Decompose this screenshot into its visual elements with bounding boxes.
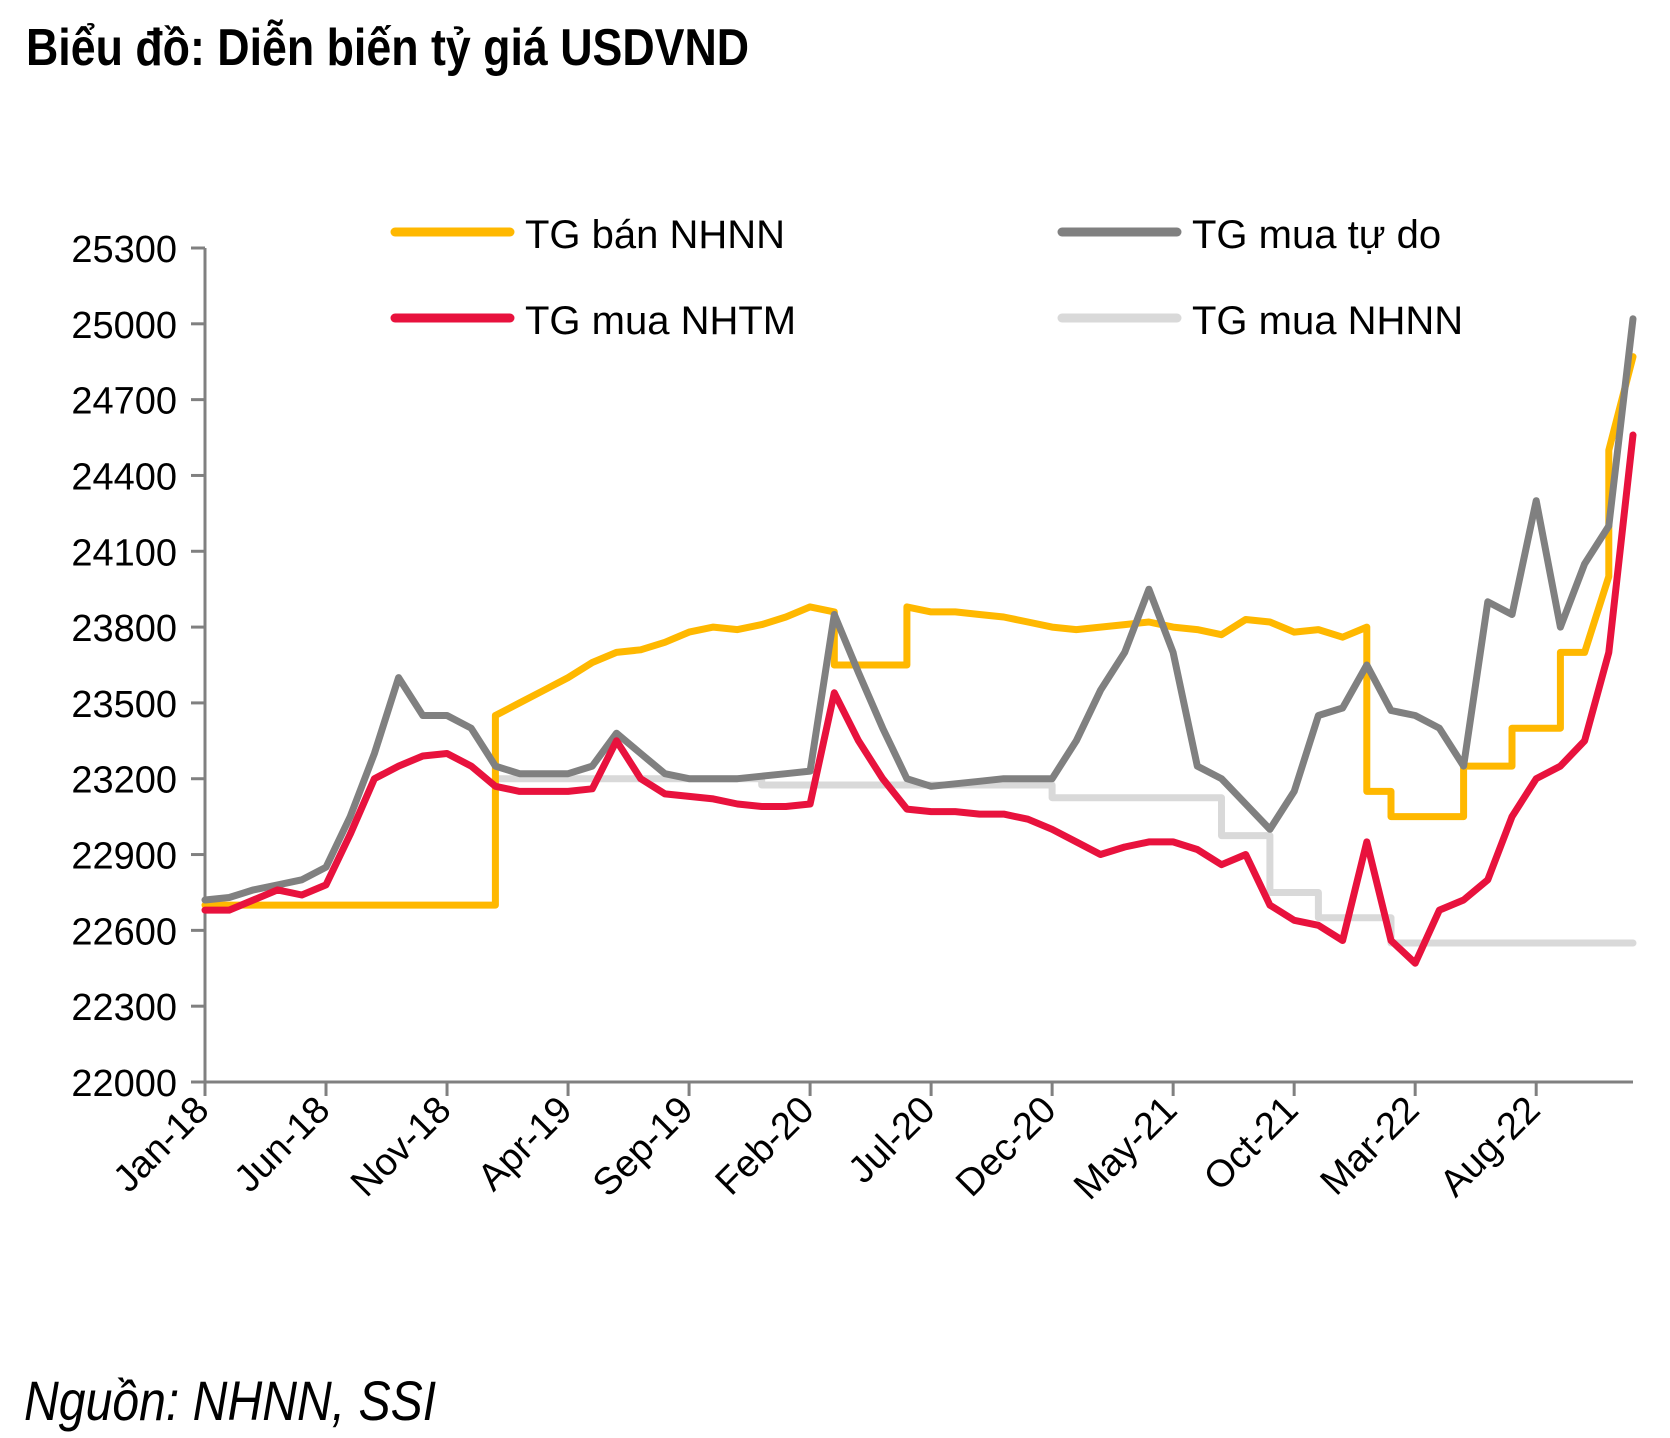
x-tick-label: Apr-19 bbox=[470, 1089, 580, 1199]
series-line-2 bbox=[201, 431, 1637, 967]
series-line-3 bbox=[491, 775, 1637, 947]
x-tick-label: Jan-18 bbox=[105, 1089, 217, 1201]
chart-series bbox=[201, 315, 1637, 967]
y-tick-label: 22600 bbox=[71, 911, 177, 953]
y-tick-label: 24700 bbox=[71, 381, 177, 423]
y-tick-label: 23800 bbox=[71, 608, 177, 650]
y-tick-label: 24400 bbox=[71, 456, 177, 498]
x-tick-label: Aug-22 bbox=[1432, 1089, 1548, 1205]
source-note: Nguồn: NHNN, SSI bbox=[24, 1369, 437, 1432]
chart-title: Biểu đồ: Diễn biến tỷ giá USDVND bbox=[26, 19, 750, 77]
x-tick-label: Mar-22 bbox=[1313, 1089, 1428, 1204]
x-tick-label: Sep-19 bbox=[585, 1089, 701, 1205]
y-axis-tick-labels: 22000 22300 22600 22900 23200 23500 23800 24100… bbox=[71, 229, 177, 1105]
x-tick-label: May-21 bbox=[1066, 1089, 1185, 1208]
x-tick-label: Oct-21 bbox=[1196, 1089, 1306, 1199]
legend-label: TG bán NHNN bbox=[525, 213, 785, 257]
x-tick-label: Feb-20 bbox=[708, 1089, 823, 1204]
y-tick-label: 22300 bbox=[71, 987, 177, 1029]
x-tick-label: Nov-18 bbox=[343, 1089, 459, 1205]
x-tick-label: Jun-18 bbox=[227, 1089, 339, 1201]
x-axis-tick-labels: Jan-18 Jun-18 Nov-18 Apr-19 Sep-19 Feb-20 Jul-… bbox=[105, 1089, 1548, 1208]
x-tick-label: Dec-20 bbox=[948, 1089, 1064, 1205]
legend-label: TG mua tự do bbox=[1192, 213, 1441, 257]
y-tick-label: 23200 bbox=[71, 760, 177, 802]
y-tick-label: 25300 bbox=[71, 229, 177, 271]
chart-axes bbox=[191, 246, 1633, 1096]
y-tick-label: 24100 bbox=[71, 532, 177, 574]
y-tick-label: 25000 bbox=[71, 305, 177, 347]
chart-legend: TG bán NHNN TG mua tự do TG mua NHTM TG mua… bbox=[390, 213, 1463, 343]
legend-label: TG mua NHNN bbox=[1192, 299, 1463, 343]
series-line-1 bbox=[201, 315, 1637, 904]
y-tick-label: 23500 bbox=[71, 684, 177, 726]
x-tick-label: Jul-20 bbox=[841, 1089, 944, 1192]
series-line-0 bbox=[201, 353, 1637, 909]
legend-label: TG mua NHTM bbox=[525, 299, 796, 343]
y-tick-label: 22000 bbox=[71, 1063, 177, 1105]
y-tick-label: 22900 bbox=[71, 836, 177, 878]
